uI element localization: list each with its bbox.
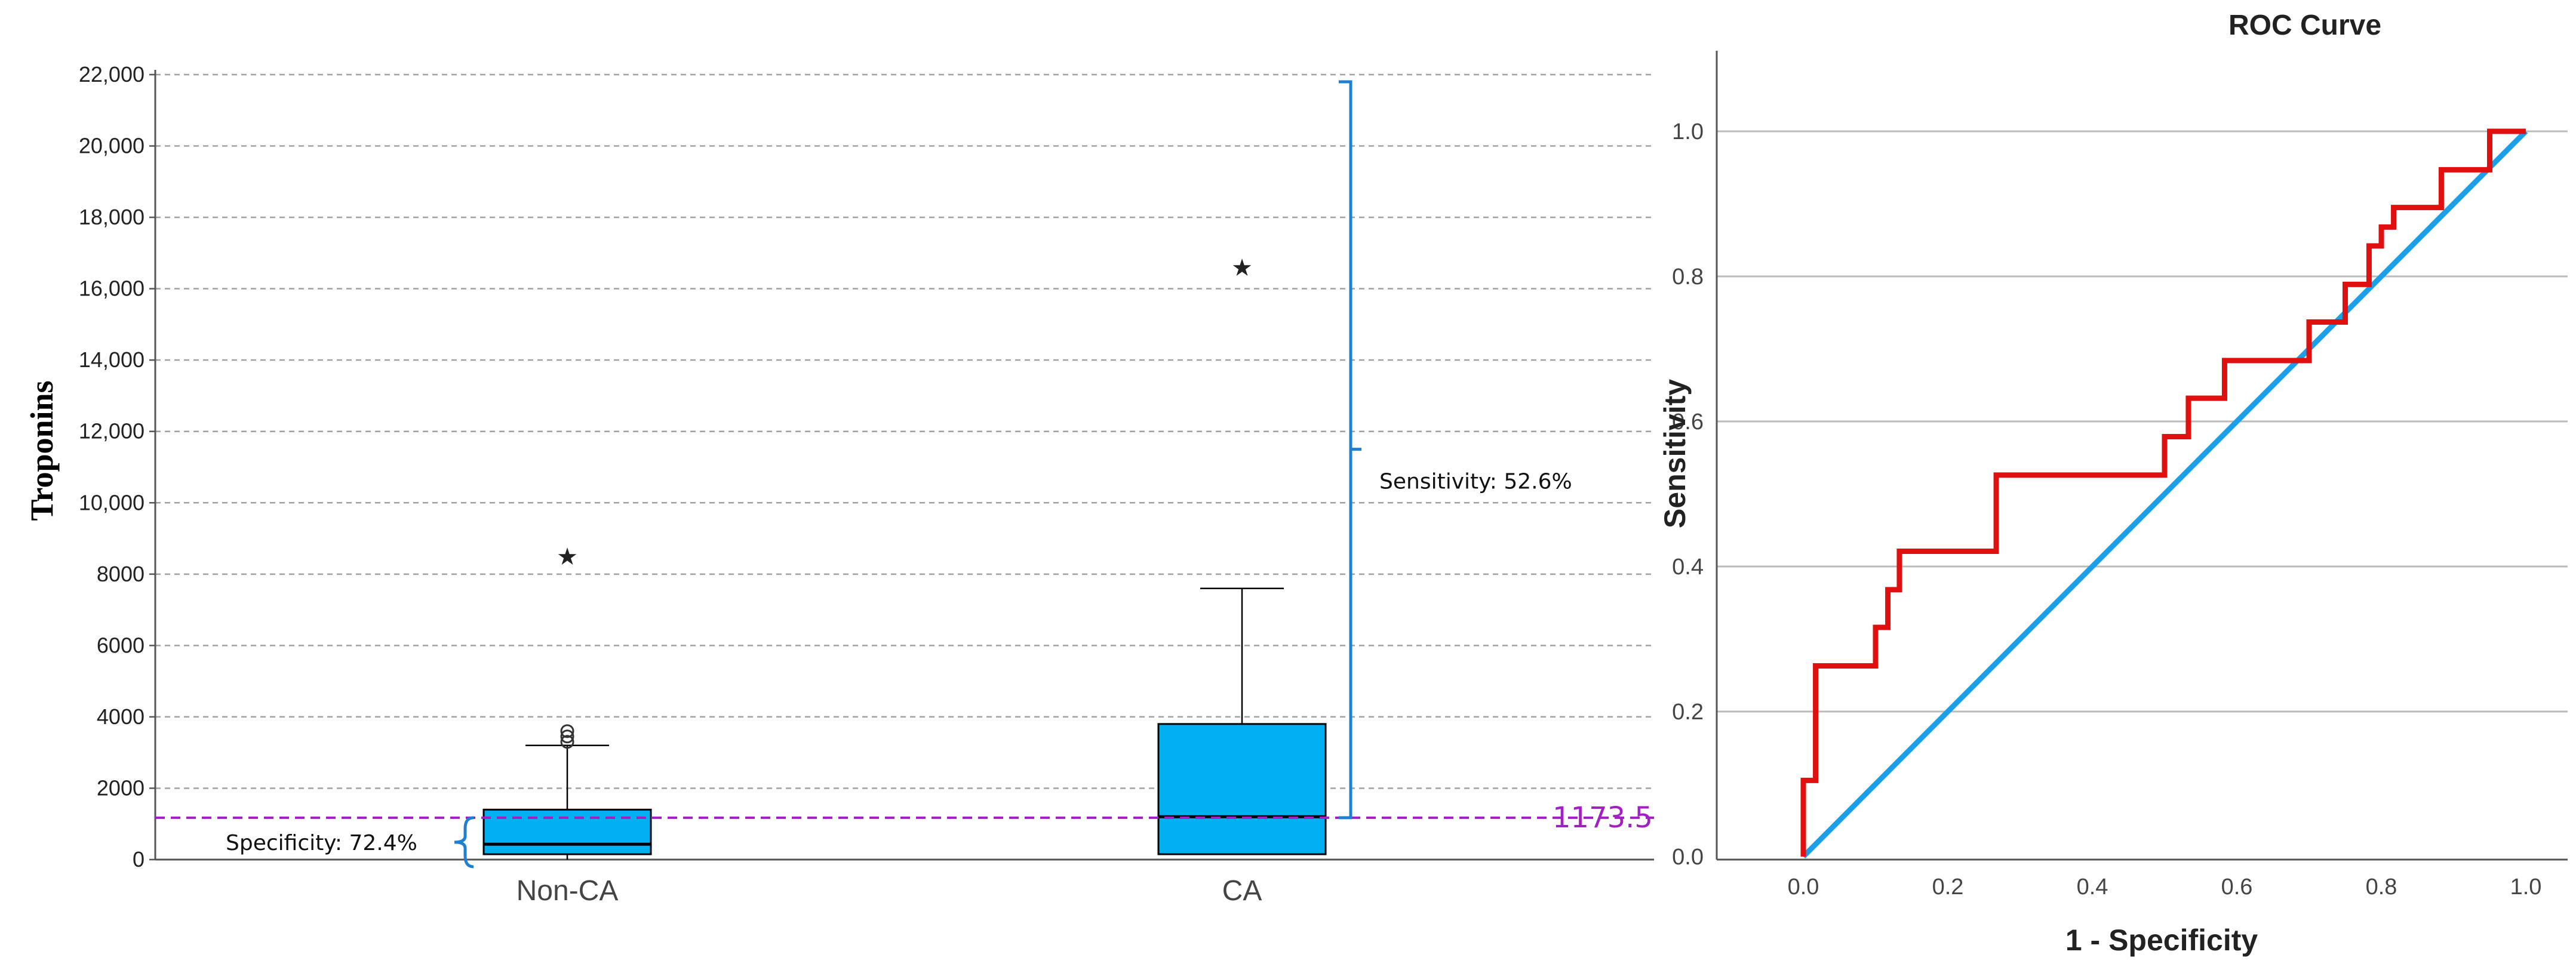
box-plot-category-labels: Non-CA CA [517,875,1262,907]
box-y-tick-label: 16,000 [79,276,145,301]
box-y-tick-label: 8000 [97,562,145,586]
roc-plot-panel: ROC Curve 0.00.20.40.60.81.0 0.0 0.2 0.4 0.… [1658,10,2568,957]
box-y-tick-label: 6000 [97,633,145,657]
roc-y-tick-label: 1.0 [1672,119,1704,144]
box-group: ★ [1157,254,1327,855]
reference-diagonal-line [1801,129,2528,859]
box-y-tick-label: 14,000 [79,347,145,372]
roc-x-tick-label: 0.8 [2366,875,2397,900]
box-plot-panel: 0 2000 4000 6000 8000 10,000 12,000 14,000 16,00… [24,62,1654,907]
box-y-tick-label: 22,000 [79,62,145,87]
roc-x-tick-label: 0.4 [2077,875,2108,900]
roc-y-ticks: 0.0 0.2 0.4 0.6 0.8 1.0 [1672,119,1704,870]
outlier-point [560,735,574,749]
box-y-tick-label: 4000 [97,704,145,729]
outlier-point [560,724,574,738]
roc-x-tick-label: 1.0 [2510,875,2542,900]
iqr-box [1157,723,1327,855]
roc-y-axis-label: Sensitivity [1658,379,1692,528]
box-plot-y-ticks: 0 2000 4000 6000 8000 10,000 12,000 14,000 16,00… [79,62,155,872]
roc-y-tick-label: 0.0 [1672,845,1704,870]
box-y-tick-label: 12,000 [79,419,145,444]
cutoff-label: 1173.5 [1553,801,1653,835]
category-label: CA [1222,875,1262,907]
box-plot-gridlines [155,73,1654,789]
box-plot-y-axis-label: Troponins [24,380,60,521]
roc-y-tick-label: 0.4 [1672,555,1704,580]
iqr-box [482,808,652,855]
box-y-tick-label: 0 [133,847,145,872]
box-plot-boxes: ★★ [482,254,1327,860]
specificity-annotation: Specificity: 72.4% [226,831,417,855]
extreme-outlier-point: ★ [557,543,578,571]
extreme-outlier-point: ★ [1231,254,1253,282]
roc-curve-line [1800,128,2526,857]
roc-x-tick-label: 0.0 [1788,875,1819,900]
roc-x-tick-label: 0.2 [1932,875,1964,900]
roc-x-ticks: 0.0 0.2 0.4 0.6 0.8 1.0 [1788,875,2542,900]
box-y-tick-label: 2000 [97,775,145,800]
roc-y-tick-label: 0.8 [1672,264,1704,290]
cutoff-group: 1173.5 [155,801,1654,835]
box-y-tick-label: 10,000 [79,490,145,515]
roc-y-tick-label: 0.2 [1672,700,1704,725]
category-label: Non-CA [517,875,619,907]
box-y-tick-label: 20,000 [79,134,145,158]
box-plot-annotations: Specificity: 72.4% Sensitivity: 52.6% [226,80,1572,869]
outlier-point [560,729,574,744]
specificity-brace [454,816,474,869]
box-y-tick-label: 18,000 [79,205,145,229]
roc-x-axis-label: 1 - Specificity [2065,923,2258,957]
sensitivity-annotation: Sensitivity: 52.6% [1379,469,1572,494]
roc-chart-title: ROC Curve [2228,10,2381,41]
roc-gridlines [1717,130,2568,713]
roc-y-tick-label: 0.6 [1672,409,1704,435]
roc-x-tick-label: 0.6 [2221,875,2253,900]
box-group: ★ [482,543,652,860]
sensitivity-bracket [1339,80,1361,820]
